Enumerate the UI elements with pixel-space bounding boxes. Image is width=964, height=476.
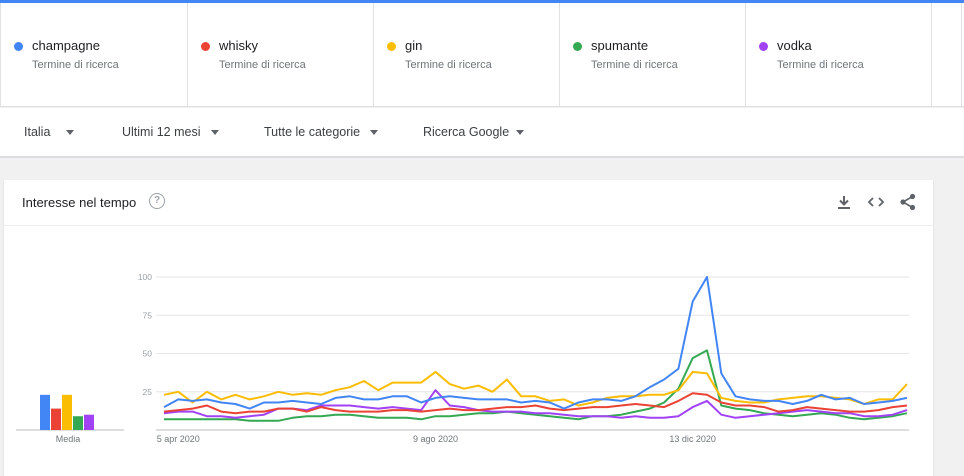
x-tick-label: 9 ago 2020 [413, 434, 458, 444]
chevron-down-icon [516, 129, 525, 135]
average-bar-whisky [51, 408, 61, 430]
period-dropdown[interactable]: Ultimi 12 mesi [122, 125, 219, 139]
help-circle-icon[interactable]: ? [149, 193, 165, 209]
y-tick-label: 50 [143, 349, 153, 359]
property-dropdown[interactable]: Ricerca Google [423, 125, 525, 139]
chevron-down-icon [210, 129, 219, 135]
term-card-champagne[interactable]: champagne Termine di ricerca [0, 3, 188, 107]
y-tick-label: 100 [138, 272, 152, 282]
average-bar-champagne [40, 394, 50, 430]
chevron-down-icon [370, 129, 379, 135]
search-terms-bar: champagne Termine di ricerca whisky Term… [0, 3, 964, 107]
average-bar-spumante [73, 416, 83, 430]
term-card-spumante[interactable]: spumante Termine di ricerca [560, 3, 746, 107]
term-type: Termine di ricerca [405, 59, 492, 71]
series-line-spumante [164, 349, 908, 422]
chevron-down-icon [66, 129, 75, 135]
property-value: Ricerca Google [423, 125, 510, 139]
series-color-dot [759, 42, 768, 51]
average-bar-gin [62, 394, 72, 430]
share-icon[interactable] [898, 192, 918, 212]
download-icon[interactable] [834, 192, 854, 212]
term-name: vodka [777, 38, 812, 53]
term-name: champagne [32, 38, 100, 53]
average-label: Media [56, 434, 81, 444]
series-line-champagne [163, 276, 908, 410]
term-card-gin[interactable]: gin Termine di ricerca [374, 3, 560, 107]
country-dropdown[interactable]: Italia [24, 125, 75, 139]
series-color-dot [387, 42, 396, 51]
series-line-gin [163, 370, 908, 407]
series-color-dot [14, 42, 23, 51]
interest-chart[interactable]: 25 50 75 100 5 apr 2020 9 ago 2020 13 dic 2020… [4, 180, 933, 476]
card-header: Interesse nel tempo ? [4, 180, 933, 226]
filters-bar: Italia Ultimi 12 mesi Tutte le categorie… [0, 108, 964, 158]
period-value: Ultimi 12 mesi [122, 125, 201, 139]
term-type: Termine di ricerca [32, 59, 119, 71]
series-line-whisky [163, 392, 908, 415]
category-value: Tutte le categorie [264, 125, 361, 139]
average-bar-vodka [84, 414, 94, 430]
term-card-whisky[interactable]: whisky Termine di ricerca [188, 3, 374, 107]
x-tick-label: 13 dic 2020 [669, 434, 716, 444]
add-term-slot[interactable] [932, 3, 962, 107]
series-color-dot [573, 42, 582, 51]
top-accent-bar [0, 0, 964, 3]
term-card-vodka[interactable]: vodka Termine di ricerca [746, 3, 932, 107]
x-tick-label: 5 apr 2020 [157, 434, 200, 444]
y-tick-label: 25 [143, 387, 153, 397]
term-name: whisky [219, 38, 259, 53]
term-name: spumante [591, 38, 649, 53]
term-type: Termine di ricerca [591, 59, 678, 71]
term-name: gin [405, 38, 423, 53]
term-type: Termine di ricerca [219, 59, 306, 71]
term-type: Termine di ricerca [777, 59, 864, 71]
embed-code-icon[interactable] [866, 192, 886, 212]
interest-over-time-card: Interesse nel tempo ? 25 50 75 100 5 apr 202… [4, 180, 933, 476]
series-color-dot [201, 42, 210, 51]
card-title: Interesse nel tempo [22, 195, 137, 210]
category-dropdown[interactable]: Tutte le categorie [264, 125, 379, 139]
country-value: Italia [24, 125, 51, 139]
y-tick-label: 75 [143, 310, 153, 320]
